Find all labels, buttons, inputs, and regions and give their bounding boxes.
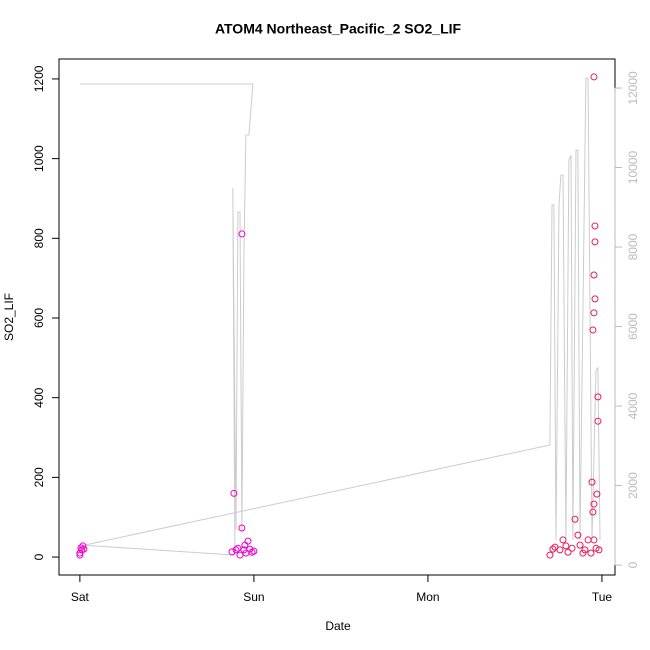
y-tick-label: 600 — [32, 308, 46, 328]
y2-tick-label: 6000 — [626, 313, 640, 340]
point — [589, 508, 597, 516]
y-tick-label: 400 — [32, 387, 46, 407]
point — [244, 537, 252, 545]
y-tick-label: 0 — [32, 553, 46, 560]
point — [568, 544, 576, 552]
chart-title: ATOM4 Northeast_Pacific_2 SO2_LIF — [215, 21, 462, 37]
point — [590, 536, 598, 544]
x-tick-label: Mon — [416, 590, 439, 604]
y2-tick-label: 8000 — [626, 233, 640, 260]
point — [250, 547, 258, 555]
x-tick-label: Sat — [71, 590, 90, 604]
point — [590, 271, 598, 279]
point — [546, 551, 554, 559]
point — [593, 490, 601, 498]
point — [591, 295, 599, 303]
point — [240, 546, 248, 554]
y-tick-label: 200 — [32, 467, 46, 487]
point — [590, 73, 598, 81]
point — [588, 478, 596, 486]
y2-tick-label: 12000 — [626, 71, 640, 105]
y2-tick-label: 10000 — [626, 151, 640, 185]
y-axis-label: SO2_LIF — [2, 293, 16, 341]
point — [595, 546, 603, 554]
y2-tick-label: 0 — [626, 561, 640, 568]
x-axis-label: Date — [325, 619, 351, 633]
point — [576, 541, 584, 549]
point — [562, 542, 570, 550]
point — [236, 551, 244, 559]
point — [549, 545, 557, 553]
point — [589, 326, 597, 334]
point — [590, 500, 598, 508]
point — [228, 548, 236, 556]
point — [564, 548, 572, 556]
point — [238, 230, 246, 238]
point — [238, 524, 246, 532]
point — [590, 309, 598, 317]
y2-tick-label: 2000 — [626, 472, 640, 499]
point — [571, 515, 579, 523]
x-tick-label: Tue — [592, 590, 613, 604]
point — [232, 546, 240, 554]
y2-tick-label: 4000 — [626, 392, 640, 419]
y-tick-label: 1000 — [32, 145, 46, 172]
point — [587, 549, 595, 557]
point — [76, 551, 84, 559]
point — [594, 417, 602, 425]
point — [79, 542, 87, 550]
point — [80, 545, 88, 553]
point — [594, 393, 602, 401]
point — [574, 531, 582, 539]
point — [579, 549, 587, 557]
altitude-line — [79, 77, 601, 556]
y-tick-label: 1200 — [32, 65, 46, 92]
y-tick-label: 800 — [32, 228, 46, 248]
x-tick-label: Sun — [243, 590, 264, 604]
point — [591, 238, 599, 246]
point — [559, 536, 567, 544]
point — [556, 546, 564, 554]
point — [230, 489, 238, 497]
point — [591, 222, 599, 230]
